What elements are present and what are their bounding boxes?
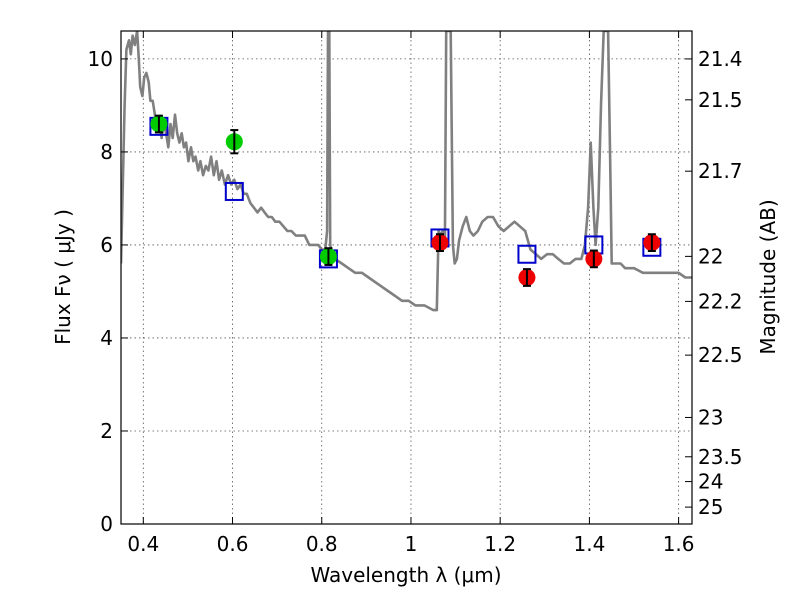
model-flux-square — [517, 244, 537, 264]
x-tick-label: 0.6 — [217, 532, 249, 556]
y-tick-label: 2 — [100, 419, 113, 443]
y-axis-label: Flux Fν ( μJy ) — [51, 209, 75, 345]
y-tick-label: 0 — [100, 512, 113, 536]
mag-tick-label: 25 — [698, 495, 723, 519]
grid-lines — [121, 31, 692, 525]
x-tick-label: 1.4 — [573, 532, 605, 556]
x-tick-label: 0.8 — [306, 532, 338, 556]
model-flux-square — [224, 181, 244, 201]
x-tick-label: 1 — [405, 532, 418, 556]
mag-tick-label: 22.2 — [698, 289, 743, 313]
mag-tick-label: 23.5 — [698, 445, 743, 469]
data-markers — [149, 114, 662, 287]
mag-tick-label: 23 — [698, 405, 723, 429]
y-tick-label: 10 — [88, 47, 113, 71]
mag-tick-label: 21.5 — [698, 88, 743, 112]
mag-tick-label: 22 — [698, 244, 723, 268]
y-tick-label: 8 — [100, 140, 113, 164]
x-tick-label: 1.6 — [663, 532, 695, 556]
y-tick-label: 6 — [100, 233, 113, 257]
x-tick-label: 1.2 — [484, 532, 516, 556]
x-tick-label: 0.4 — [127, 532, 159, 556]
right-axis-label: Magnitude (AB) — [756, 199, 780, 354]
model-spectrum-line — [121, 31, 692, 312]
mag-tick-label: 24 — [698, 470, 723, 494]
mag-tick-label: 21.7 — [698, 159, 743, 183]
x-axis-label: Wavelength λ (μm) — [310, 563, 501, 587]
mag-tick-label: 21.4 — [698, 47, 743, 71]
plot-frame — [120, 30, 693, 525]
y-tick-label: 4 — [100, 326, 113, 350]
mag-tick-label: 22.5 — [698, 343, 743, 367]
